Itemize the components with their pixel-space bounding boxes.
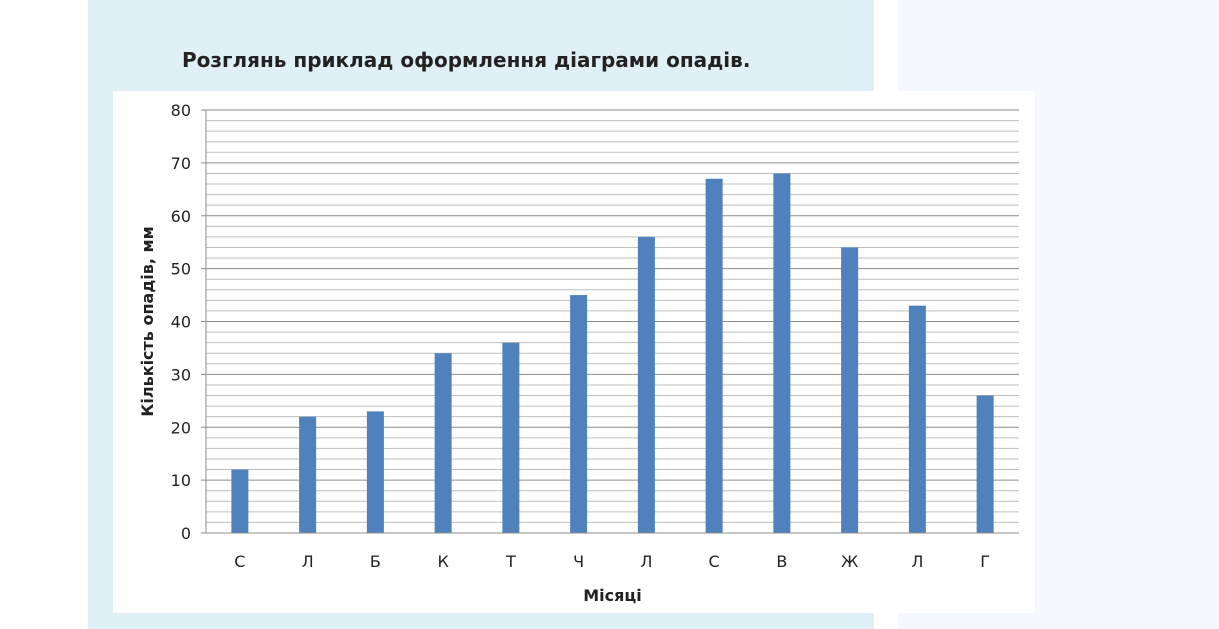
bar (637, 236, 655, 533)
x-tick-label: Ч (573, 552, 584, 571)
bars (231, 173, 994, 534)
y-tick-label: 60 (171, 207, 191, 226)
x-axis-label: Місяці (583, 586, 642, 605)
bar (976, 395, 994, 533)
x-tick-label: К (437, 552, 449, 571)
y-tick-labels: 0 10 20 30 40 50 60 70 80 (171, 101, 206, 543)
y-tick-label: 20 (171, 418, 191, 437)
bar (502, 342, 520, 533)
x-tick-label: Ж (841, 552, 858, 571)
y-tick-label: 0 (181, 524, 191, 543)
x-tick-label: Т (505, 552, 516, 571)
y-tick-label: 30 (171, 365, 191, 384)
bar (773, 173, 791, 533)
bar (841, 247, 859, 533)
x-tick-label: Л (640, 552, 652, 571)
x-tick-label: С (709, 552, 720, 571)
bar (705, 178, 723, 534)
y-tick-label: 70 (171, 154, 191, 173)
chart-svg: 0 10 20 30 40 50 60 70 80 С Л Б К Т Ч Л С В Ж Л Г Кількість… (138, 101, 1019, 605)
y-axis-label: Кількість опадів, мм (138, 226, 157, 416)
y-tick-label: 80 (171, 101, 191, 120)
x-tick-label: Л (302, 552, 314, 571)
task-heading: Розглянь приклад оформлення діаграми опа… (182, 48, 751, 72)
bar (908, 305, 926, 533)
x-tick-label: Б (370, 552, 381, 571)
x-tick-label: Л (911, 552, 923, 571)
bar (366, 411, 384, 533)
x-tick-label: Г (980, 552, 990, 571)
y-tick-label: 50 (171, 260, 191, 279)
bar (231, 469, 249, 533)
bar (434, 353, 452, 533)
y-tick-label: 40 (171, 313, 191, 332)
y-tick-label: 10 (171, 471, 191, 490)
x-tick-label: В (776, 552, 787, 571)
x-tick-label: С (234, 552, 245, 571)
grid-lines (206, 109, 1019, 534)
bar (570, 295, 588, 533)
bar (299, 416, 317, 533)
precipitation-chart: 0 10 20 30 40 50 60 70 80 С Л Б К Т Ч Л С В Ж Л Г Кількість… (113, 91, 1035, 613)
